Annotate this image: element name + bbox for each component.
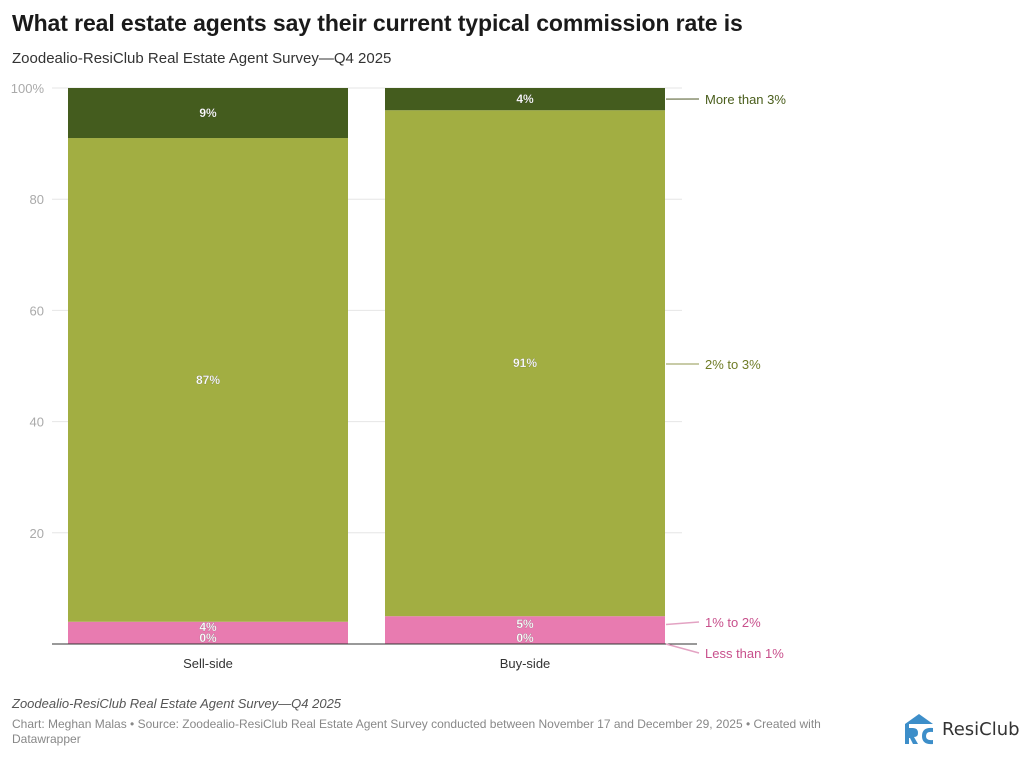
legend-label: 2% to 3% <box>705 357 761 372</box>
legend-label: 1% to 2% <box>705 615 761 630</box>
x-tick-label: Buy-side <box>500 656 551 671</box>
resiclub-rc-house-icon <box>905 714 933 745</box>
data-label: 0% <box>199 631 217 645</box>
y-tick-label: 20 <box>30 526 44 541</box>
logo-text: ResiClub <box>942 718 1020 740</box>
y-tick-label: 100% <box>11 81 45 96</box>
y-tick-label: 40 <box>30 415 44 430</box>
legend-leader-line <box>665 643 700 654</box>
resiclub-logo: ResiClub <box>902 713 1020 745</box>
y-tick-label: 80 <box>30 192 44 207</box>
data-label: 5% <box>516 617 534 631</box>
legend-label: Less than 1% <box>705 646 784 661</box>
data-label: 4% <box>199 620 217 634</box>
chart-subtitle: Zoodealio-ResiClub Real Estate Agent Sur… <box>12 50 392 67</box>
data-label: 91% <box>513 356 537 370</box>
y-tick-label: 60 <box>30 303 44 318</box>
bar-segment <box>68 621 348 644</box>
bar-segment <box>385 88 665 111</box>
chart-byline: Chart: Meghan Malas • Source: Zoodealio-… <box>12 717 821 746</box>
bar-segment <box>68 138 348 622</box>
bar-segment <box>385 110 665 617</box>
legend-label: More than 3% <box>705 92 786 107</box>
chart-title: What real estate agents say their curren… <box>12 10 743 36</box>
x-tick-label: Sell-side <box>183 656 233 671</box>
data-label: 9% <box>199 106 217 120</box>
chart-notes: Zoodealio-ResiClub Real Estate Agent Sur… <box>12 696 342 711</box>
data-label: 4% <box>516 92 534 106</box>
data-label: 87% <box>196 373 220 387</box>
data-label: 0% <box>516 631 534 645</box>
bar-segment <box>385 616 665 644</box>
legend-leader-line <box>665 621 700 626</box>
bar-segment <box>68 88 348 139</box>
